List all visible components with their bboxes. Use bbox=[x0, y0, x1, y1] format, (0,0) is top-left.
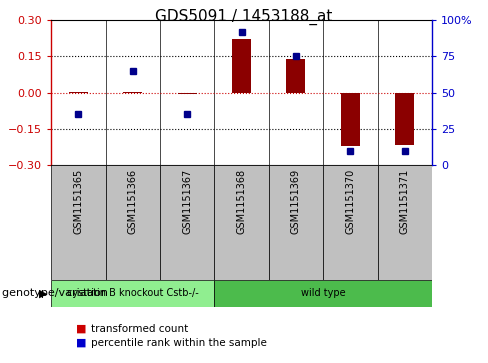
Bar bbox=[214, 280, 432, 307]
Bar bbox=[160, 165, 214, 280]
Bar bbox=[395, 93, 414, 144]
Bar bbox=[69, 92, 88, 93]
Text: GDS5091 / 1453188_at: GDS5091 / 1453188_at bbox=[155, 9, 333, 25]
Bar bbox=[214, 165, 269, 280]
Text: transformed count: transformed count bbox=[91, 323, 188, 334]
Bar bbox=[105, 165, 160, 280]
Text: GSM1151367: GSM1151367 bbox=[182, 168, 192, 234]
Text: GSM1151369: GSM1151369 bbox=[291, 168, 301, 234]
Text: cystatin B knockout Cstb-/-: cystatin B knockout Cstb-/- bbox=[67, 288, 199, 298]
Text: GSM1151366: GSM1151366 bbox=[128, 168, 138, 234]
Bar bbox=[178, 93, 197, 94]
Text: percentile rank within the sample: percentile rank within the sample bbox=[91, 338, 267, 348]
Text: genotype/variation: genotype/variation bbox=[2, 288, 112, 298]
Text: ■: ■ bbox=[76, 323, 86, 334]
Bar bbox=[323, 165, 378, 280]
Bar bbox=[123, 92, 142, 93]
Text: GSM1151368: GSM1151368 bbox=[237, 168, 246, 234]
Text: wild type: wild type bbox=[301, 288, 346, 298]
Bar bbox=[341, 93, 360, 146]
Bar bbox=[51, 165, 105, 280]
Bar bbox=[51, 280, 214, 307]
Text: ▶: ▶ bbox=[40, 288, 48, 298]
Text: ■: ■ bbox=[76, 338, 86, 348]
Bar bbox=[269, 165, 323, 280]
Bar bbox=[286, 59, 305, 93]
Text: GSM1151370: GSM1151370 bbox=[346, 168, 355, 234]
Bar bbox=[378, 165, 432, 280]
Text: GSM1151365: GSM1151365 bbox=[73, 168, 83, 234]
Text: GSM1151371: GSM1151371 bbox=[400, 168, 410, 234]
Bar bbox=[232, 39, 251, 93]
